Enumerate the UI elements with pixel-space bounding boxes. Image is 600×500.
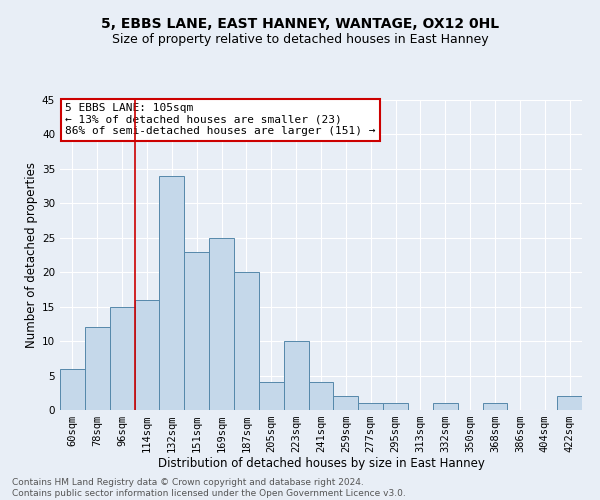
Bar (134, 300, 160, 410)
Bar (358, 403, 383, 410)
Bar (184, 252, 209, 410)
Text: Size of property relative to detached houses in East Hanney: Size of property relative to detached ho… (112, 32, 488, 46)
Bar (234, 272, 259, 410)
Bar (110, 306, 134, 410)
Text: Contains HM Land Registry data © Crown copyright and database right 2024.
Contai: Contains HM Land Registry data © Crown c… (12, 478, 406, 498)
Bar (160, 176, 184, 410)
Text: 5 EBBS LANE: 105sqm
← 13% of detached houses are smaller (23)
86% of semi-detach: 5 EBBS LANE: 105sqm ← 13% of detached ho… (65, 103, 376, 136)
X-axis label: Distribution of detached houses by size in East Hanney: Distribution of detached houses by size … (158, 456, 484, 469)
Bar (209, 238, 234, 410)
Bar (334, 396, 358, 410)
Bar (383, 403, 408, 410)
Bar (259, 382, 284, 410)
Bar (557, 396, 582, 410)
Bar (85, 328, 110, 410)
Text: 5, EBBS LANE, EAST HANNEY, WANTAGE, OX12 0HL: 5, EBBS LANE, EAST HANNEY, WANTAGE, OX12… (101, 18, 499, 32)
Bar (284, 341, 308, 410)
Bar (60, 368, 85, 410)
Bar (433, 403, 458, 410)
Bar (308, 382, 334, 410)
Y-axis label: Number of detached properties: Number of detached properties (25, 162, 38, 348)
Bar (482, 403, 508, 410)
